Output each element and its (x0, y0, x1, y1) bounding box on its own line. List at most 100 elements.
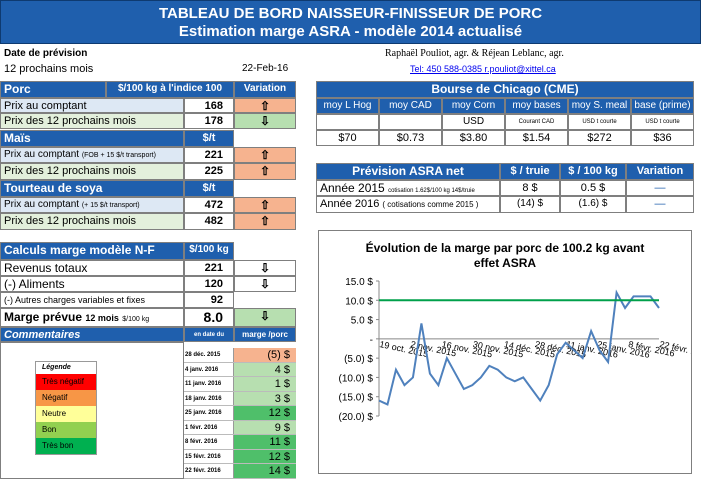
marge-unit: $/100 kg (122, 316, 150, 323)
cme-cols-4: moy S. meal (568, 98, 631, 114)
mais-spot-value: 221 (184, 147, 234, 163)
legend-very-good: Très bon (36, 438, 96, 454)
contact-link[interactable]: Tel: 450 588-0385 r.pouliot@xittel.ca (410, 64, 556, 74)
horizon-text: 12 prochains mois (4, 63, 94, 75)
arrow-up-icon: ⇧ (234, 197, 296, 213)
marge-value: 8.0 (184, 308, 234, 327)
porc-12m-value: 178 (184, 113, 234, 129)
mais-spot-note: (FOB + 15 $/t transport) (81, 152, 156, 159)
cme-units-4: USD t courte (568, 114, 631, 130)
cme-units-1 (379, 114, 442, 130)
cme-cols-2: moy Corn (442, 98, 505, 114)
y-tick-label: (20.0) $ (339, 412, 374, 423)
y-tick-label: 10.0 $ (345, 296, 373, 307)
cme-cols-0: moy L Hog (316, 98, 379, 114)
cme-values-0: $70 (316, 130, 379, 146)
cme-cols-5: base (prime) (631, 98, 694, 114)
soya-header: Tourteau de soya (0, 180, 184, 197)
page-title: TABLEAU DE BORD NAISSEUR-FINISSEUR DE PO… (158, 5, 543, 22)
chart-plot: (20.0) $ (15.0) $ (10.0) $ (5.0) $ - 5.0 $ 10.… (339, 277, 691, 423)
asra-2016-label: Année 2016 ( cotisations comme 2015 ) (316, 196, 500, 213)
arrow-up-icon: ⇧ (234, 163, 296, 180)
porc-header: Porc (0, 81, 106, 98)
autres-value: 92 (184, 292, 234, 308)
history-row: 11 janv. 2016 1 $ (184, 377, 296, 392)
variation-header: Variation (234, 81, 296, 98)
arrow-up-icon: ⇧ (234, 98, 296, 113)
forecast-date: 22-Feb-16 (242, 63, 289, 74)
asra-2015-note: cotisation 1.62$/100 kg 14$/truie (388, 188, 475, 194)
soya-spot-note: (+ 15 $/t transport) (81, 202, 140, 209)
mais-12m-value: 225 (184, 163, 234, 180)
porc-spot-label: Prix au comptant (0, 98, 184, 113)
margin-history: 28 déc. 2015 (5) $4 janv. 2016 4 $11 janv.… (184, 348, 296, 479)
page-subtitle: Estimation marge ASRA - modèle 2014 actu… (178, 23, 523, 40)
cme-values-5: $36 (631, 130, 694, 146)
arrow-up-icon: ⇧ (234, 213, 296, 230)
history-date: 8 févr. 2016 (184, 435, 234, 449)
dash-icon: — (626, 180, 694, 196)
legend-very-negative: Très négatif (36, 374, 96, 390)
cme-units-2: USD (442, 114, 505, 130)
cme-values-1: $0.73 (379, 130, 442, 146)
asra-2016-note: ( cotisations comme 2015 ) (382, 200, 479, 209)
arrow-down-icon: ⇩ (234, 308, 296, 327)
history-row: 22 févr. 2016 14 $ (184, 464, 296, 479)
history-row: 4 janv. 2016 4 $ (184, 362, 296, 377)
history-date: 18 janv. 2016 (184, 391, 234, 405)
history-date: 25 janv. 2016 (184, 406, 234, 420)
history-row: 15 févr. 2016 12 $ (184, 449, 296, 464)
aliments-label: (-) Aliments (0, 276, 184, 292)
legend-neutral: Neutre (36, 406, 96, 422)
legend-good: Bon (36, 422, 96, 438)
y-tick-label: (15.0) $ (339, 393, 374, 404)
history-date: 1 févr. 2016 (184, 420, 234, 434)
y-tick-label: (10.0) $ (339, 373, 374, 384)
date-label: Date de prévision (4, 48, 88, 59)
history-date: 11 janv. 2016 (184, 377, 234, 391)
marge-label: Marge prévue 12 mois $/100 kg (0, 308, 184, 327)
history-row: 1 févr. 2016 9 $ (184, 420, 296, 435)
cme-values-4: $272 (568, 130, 631, 146)
asra-header: Prévision ASRA net (316, 163, 500, 180)
asra-col-100kg: $ / 100 kg (560, 163, 626, 180)
cme-cols-1: moy CAD (379, 98, 442, 114)
cme-values-3: $1.54 (505, 130, 568, 146)
soya-spot-value: 472 (184, 197, 234, 213)
arrow-down-icon: ⇩ (234, 260, 296, 276)
mais-header: Maïs (0, 130, 184, 147)
legend-title: Légende (42, 364, 71, 371)
history-margin: (5) $ (234, 348, 296, 362)
history-margin: 4 $ (234, 362, 296, 376)
asra-2015-truie: 8 $ (500, 180, 560, 196)
series-line-0 (378, 289, 660, 406)
y-tick-label: - (370, 335, 373, 346)
history-row: 8 févr. 2016 11 $ (184, 435, 296, 450)
history-margin: 3 $ (234, 391, 296, 405)
calc-unit: $/100 kg (184, 242, 234, 260)
cme-header: Bourse de Chicago (CME) (316, 81, 694, 98)
history-date: 28 déc. 2015 (184, 348, 234, 362)
soya-spot-label: Prix au comptant (+ 15 $/t transport) (0, 197, 184, 213)
soya-12m-label: Prix des 12 prochains mois (0, 213, 184, 230)
y-tick-label: 15.0 $ (345, 277, 373, 288)
commentaires-header: Commentaires (0, 327, 184, 342)
revenus-label: Revenus totaux (0, 260, 184, 276)
cme-values-2: $3.80 (442, 130, 505, 146)
history-row: 28 déc. 2015 (5) $ (184, 348, 296, 363)
y-tick-label: (5.0) $ (344, 354, 373, 365)
mais-12m-label: Prix des 12 prochains mois (0, 163, 184, 180)
cme-cols-3: moy bases (505, 98, 568, 114)
asra-2016-100kg: (1.6) $ (560, 196, 626, 213)
cme-units-3: Courant CAD (505, 114, 568, 130)
history-date: 15 févr. 2016 (184, 449, 234, 463)
autres-label: (-) Autres charges variables et fixes (0, 292, 184, 308)
history-row: 18 janv. 2016 3 $ (184, 391, 296, 406)
history-row: 25 janv. 2016 12 $ (184, 406, 296, 421)
porc-spot-value: 168 (184, 98, 234, 113)
porc-unit: $/100 kg à l'indice 100 (106, 81, 234, 98)
arrow-up-icon: ⇧ (234, 147, 296, 163)
mais-spot-label: Prix au comptant (FOB + 15 $/t transport… (0, 147, 184, 163)
history-date: 22 févr. 2016 (184, 464, 234, 478)
mais-unit: $/t (184, 130, 234, 147)
